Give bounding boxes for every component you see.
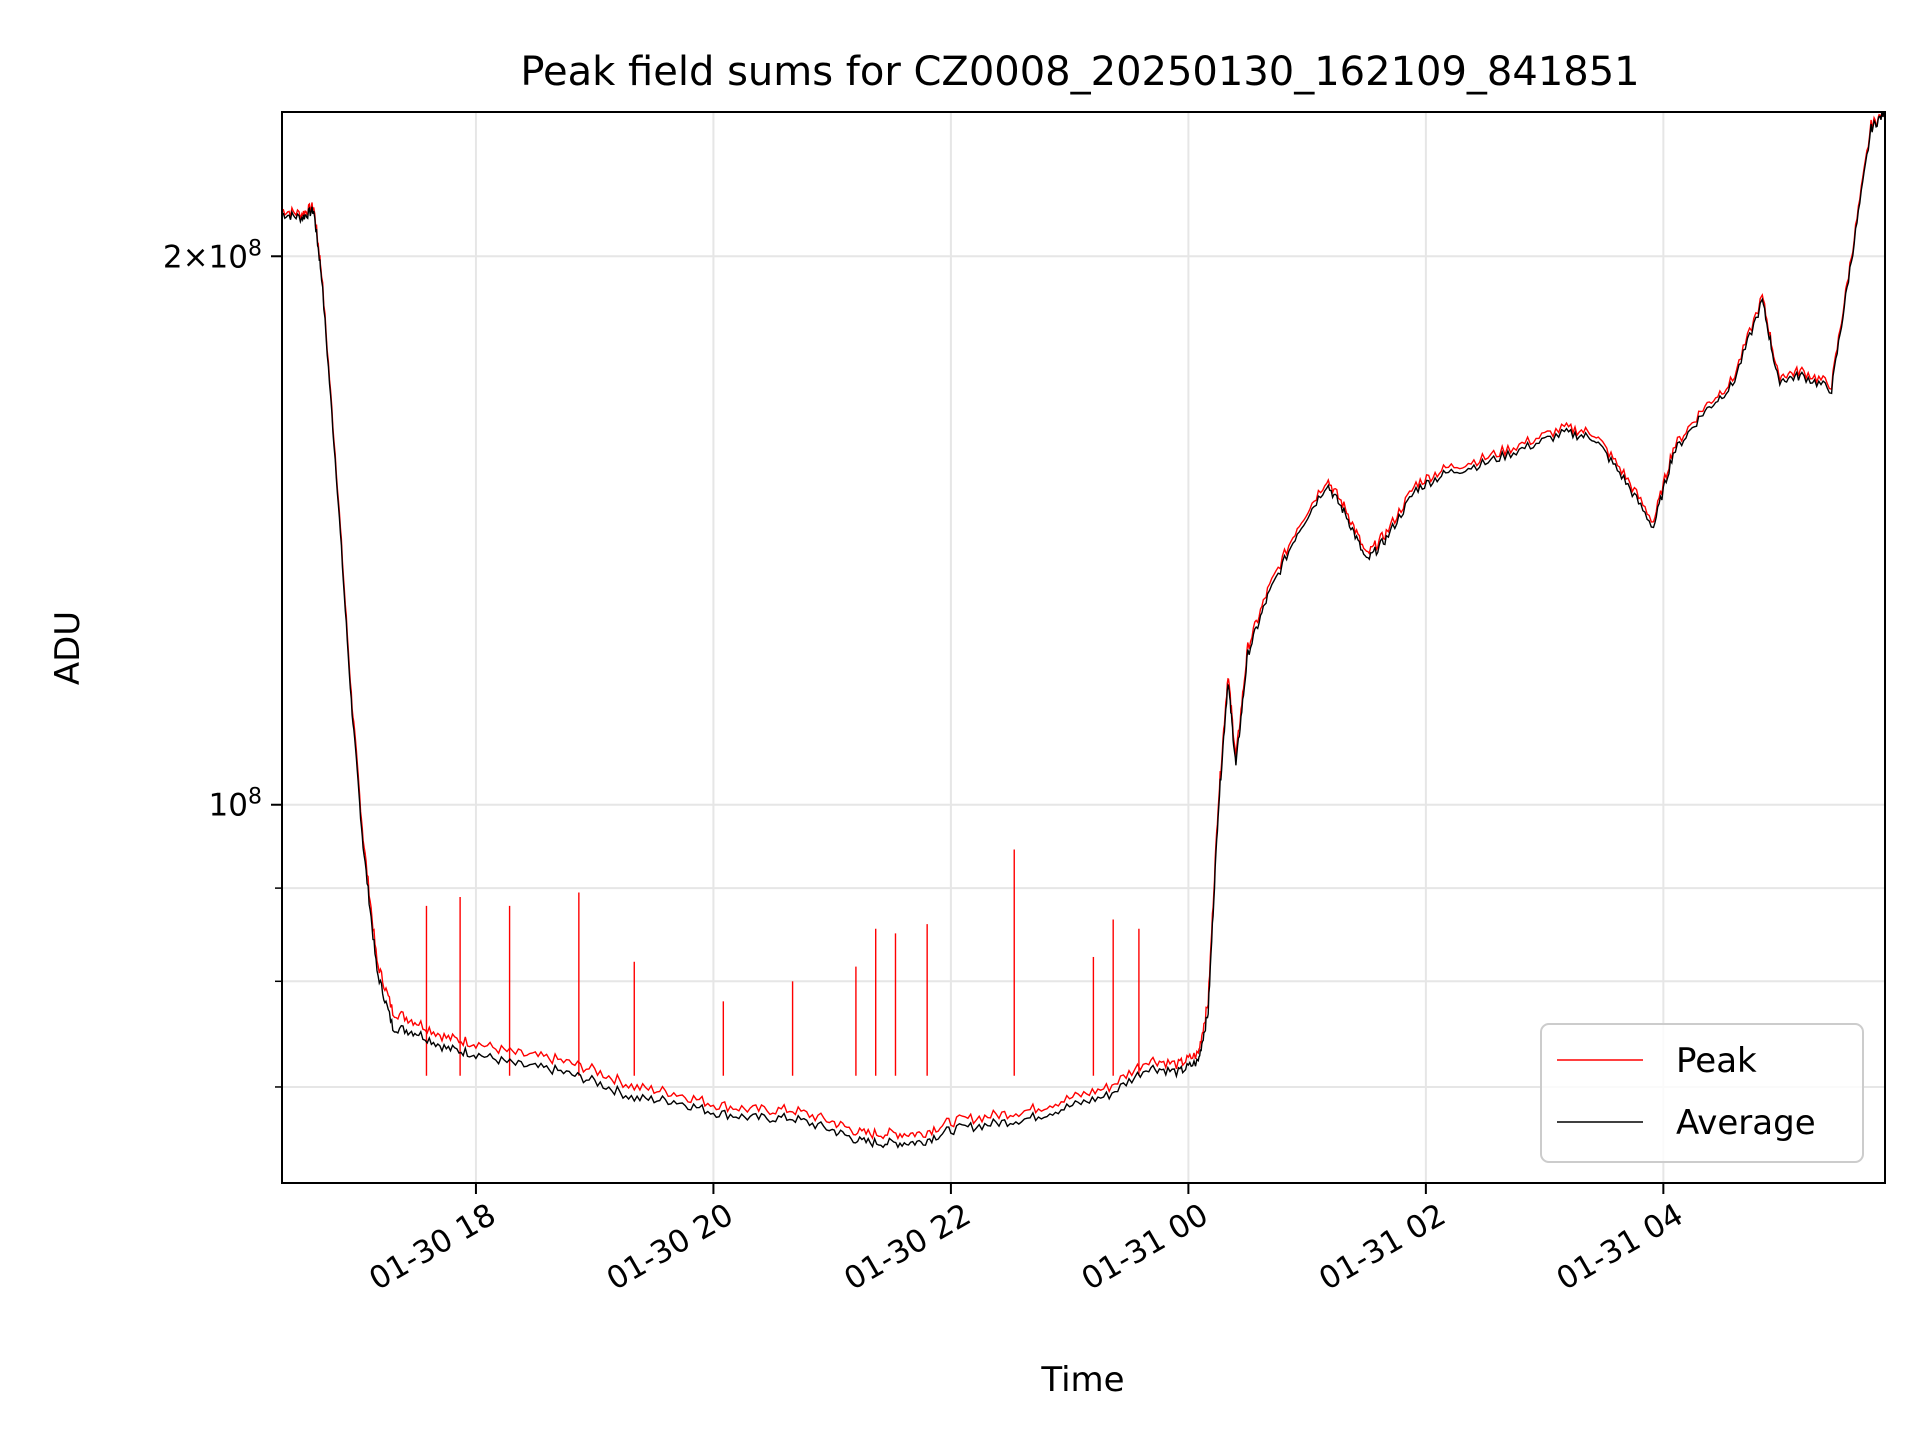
- legend: Peak Average: [1540, 1023, 1864, 1163]
- x-tick-label: 01-30 18: [363, 1197, 502, 1298]
- y-axis-label: ADU: [48, 611, 88, 685]
- chart-title: Peak field sums for CZ0008_20250130_1621…: [520, 49, 1639, 95]
- x-tick-label: 01-31 04: [1551, 1197, 1690, 1298]
- x-tick-label: 01-31 00: [1076, 1197, 1215, 1298]
- series-line-peak: [282, 112, 1885, 1141]
- x-tick-label: 01-30 20: [601, 1197, 740, 1298]
- legend-peak-label: Peak: [1676, 1041, 1757, 1081]
- x-axis-ticks: 01-30 18 01-30 20 01-30 22 01-31 00 01-31 02…: [363, 1183, 1689, 1298]
- x-tick-label: 01-31 02: [1313, 1197, 1452, 1298]
- grid-lines: [282, 112, 1885, 1183]
- x-axis-label: Time: [1040, 1360, 1124, 1400]
- y-tick-label: 2×108: [163, 236, 262, 276]
- series-line-average: [282, 112, 1885, 1149]
- x-tick-label: 01-30 22: [838, 1197, 977, 1298]
- plot-frame: [281, 111, 1886, 1184]
- y-tick-label: 108: [209, 784, 262, 824]
- legend-average-label: Average: [1676, 1103, 1816, 1143]
- y-axis-ticks: 108 2×108: [163, 236, 282, 1088]
- plot-area: [282, 112, 1885, 1149]
- legend-box: [1540, 1023, 1864, 1163]
